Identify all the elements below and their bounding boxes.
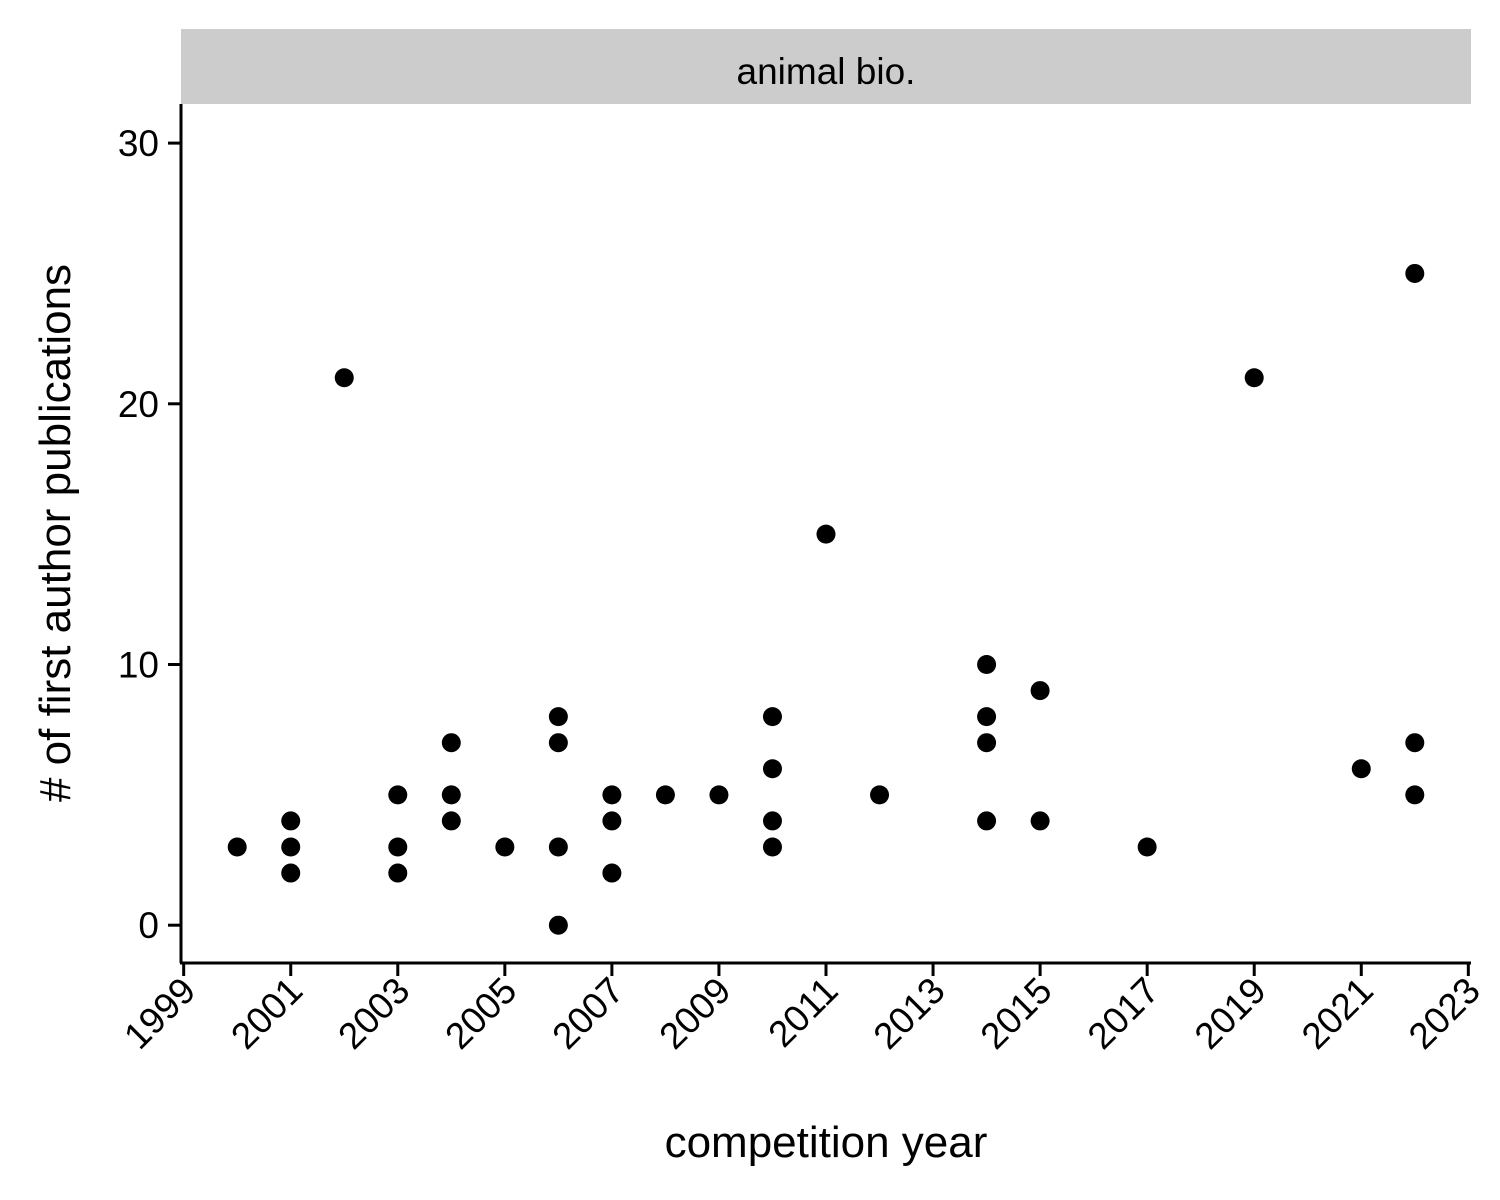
- data-point: [709, 785, 729, 805]
- x-tick-label: 2019: [1187, 970, 1274, 1057]
- data-point: [441, 733, 461, 753]
- data-point: [1351, 759, 1371, 779]
- data-point: [281, 837, 301, 857]
- data-point: [762, 707, 782, 727]
- y-tick-label: 30: [118, 123, 159, 164]
- data-point: [388, 785, 408, 805]
- x-axis-ticks: 1999 2001 2003 2005 2007 2009 2011 2013 2015 2017…: [116, 963, 1488, 1057]
- x-tick-label: 2001: [223, 970, 310, 1057]
- x-tick-label: 2015: [973, 970, 1060, 1057]
- data-point: [655, 785, 675, 805]
- data-point: [762, 759, 782, 779]
- data-point: [1405, 733, 1425, 753]
- data-point: [441, 811, 461, 831]
- x-tick-label: 1999: [116, 970, 203, 1057]
- x-tick-label: 2007: [544, 970, 631, 1057]
- data-point: [388, 863, 408, 883]
- data-point: [602, 785, 622, 805]
- facet-label: animal bio.: [737, 51, 916, 92]
- data-point: [762, 811, 782, 831]
- data-point: [548, 707, 568, 727]
- x-tick-label: 2021: [1294, 970, 1381, 1057]
- data-point: [762, 837, 782, 857]
- y-tick-label: 10: [118, 645, 159, 686]
- y-tick-label: 20: [118, 384, 159, 425]
- data-point: [227, 837, 247, 857]
- x-tick-label: 2011: [760, 970, 845, 1055]
- data-point: [1405, 263, 1425, 283]
- x-tick-label: 2017: [1080, 970, 1167, 1057]
- data-point: [441, 785, 461, 805]
- data-point: [281, 863, 301, 883]
- x-tick-label: 2023: [1401, 970, 1488, 1057]
- data-point: [548, 915, 568, 935]
- data-point: [1137, 837, 1157, 857]
- y-tick-label: 0: [138, 905, 159, 946]
- data-point: [602, 863, 622, 883]
- data-point: [1244, 368, 1264, 388]
- x-axis-title: competition year: [665, 1118, 988, 1167]
- x-tick-label: 2013: [866, 970, 953, 1057]
- y-axis-ticks: 0 10 20 30: [118, 123, 181, 946]
- data-point: [281, 811, 301, 831]
- data-point: [602, 811, 622, 831]
- x-tick-label: 2003: [330, 970, 417, 1057]
- x-tick-label: 2009: [651, 970, 738, 1057]
- data-point: [548, 733, 568, 753]
- data-point: [1030, 811, 1050, 831]
- data-point: [388, 837, 408, 857]
- data-point: [870, 785, 890, 805]
- data-point: [548, 837, 568, 857]
- data-points: [227, 263, 1425, 935]
- x-tick-label: 2005: [437, 970, 524, 1057]
- data-point: [816, 524, 836, 544]
- data-point: [1405, 785, 1425, 805]
- data-point: [1030, 681, 1050, 701]
- data-point: [334, 368, 354, 388]
- data-point: [977, 811, 997, 831]
- data-point: [977, 707, 997, 727]
- data-point: [495, 837, 515, 857]
- facet-strip: [181, 29, 1471, 104]
- y-axis-title: # of first author publications: [31, 264, 80, 802]
- data-point: [977, 655, 997, 675]
- data-point: [977, 733, 997, 753]
